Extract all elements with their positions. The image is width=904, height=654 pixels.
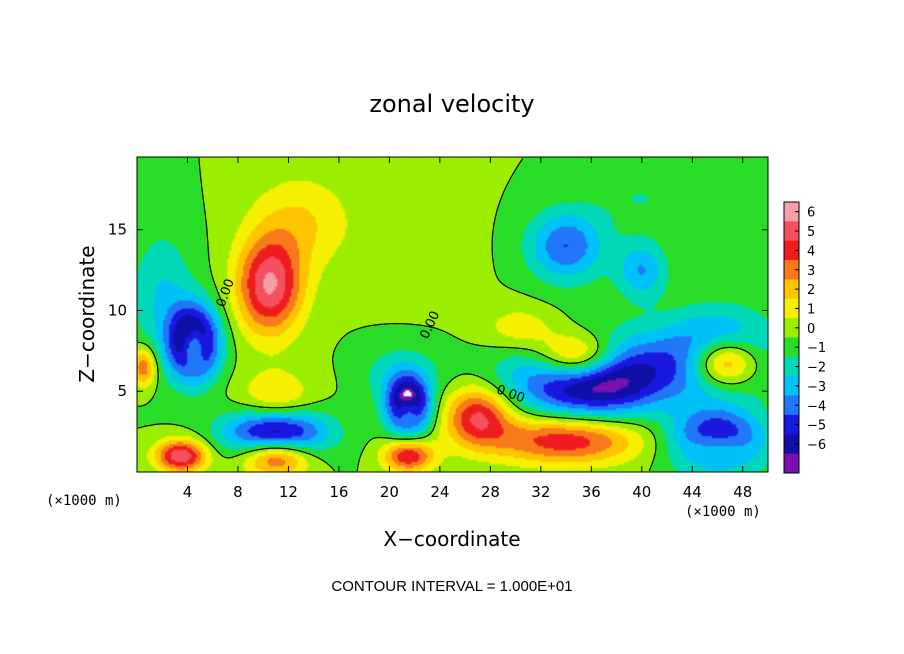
y-tick-label: 15 (108, 221, 127, 239)
colorbar-swatch (784, 434, 799, 455)
x-tick-label: 8 (233, 483, 243, 501)
x-axis-ticks: 4 8 12 16 20 24 28 32 36 40 44 48 (183, 157, 752, 501)
contour-interval-note: CONTOUR INTERVAL = 1.000E+01 (331, 578, 572, 595)
colorbar-tick-label: 1 (807, 302, 815, 317)
colorbar-swatch (784, 356, 799, 377)
x-tick-label: 24 (430, 483, 449, 501)
colorbar-tick-label: −2 (807, 361, 826, 376)
heatmap-field (137, 157, 768, 472)
colorbar-swatch (784, 279, 799, 300)
colorbar: 6 5 4 3 2 1 0 −1 −2 −3 −4 −5 −6 (783, 201, 826, 474)
colorbar-tick-label: −4 (807, 399, 826, 414)
x-tick-label: 36 (582, 483, 601, 501)
x-axis-label: X−coordinate (383, 527, 520, 551)
colorbar-swatch (784, 260, 799, 280)
colorbar-tick-label: 2 (807, 283, 815, 298)
colorbar-tick-label: 3 (807, 264, 815, 279)
colorbar-swatch (784, 318, 799, 338)
x-tick-label: 48 (733, 483, 752, 501)
colorbar-swatch (784, 221, 799, 242)
x-tick-label: 16 (329, 483, 348, 501)
colorbar-swatch (784, 240, 799, 261)
zero-contours (137, 157, 758, 472)
x-unit-right: (×1000 m) (685, 504, 761, 520)
colorbar-swatch (784, 376, 799, 397)
x-tick-label: 20 (380, 483, 399, 501)
colorbar-tick-label: 4 (807, 244, 815, 259)
chart-title: zonal velocity (369, 90, 534, 118)
colorbar-tick-label: 6 (807, 206, 815, 221)
y-axis-label: Z−coordinate (75, 245, 99, 382)
colorbar-swatch (784, 395, 799, 416)
colorbar-swatch (784, 453, 799, 474)
colorbar-tick-label: −5 (807, 419, 826, 434)
zero-contour-line (137, 157, 758, 472)
x-tick-label: 40 (632, 483, 651, 501)
y-axis-ticks: 5 10 15 (108, 221, 768, 400)
x-tick-label: 44 (683, 483, 702, 501)
colorbar-tick-label: 0 (807, 322, 815, 337)
colorbar-swatch (784, 298, 799, 319)
x-tick-label: 12 (279, 483, 298, 501)
colorbar-tick-label: −6 (807, 438, 826, 453)
x-tick-label: 28 (481, 483, 500, 501)
x-tick-label: 32 (531, 483, 550, 501)
colorbar-frame (783, 201, 800, 474)
colorbar-tick-label: −1 (807, 341, 826, 356)
x-unit-left: (×1000 m) (46, 493, 122, 509)
x-tick-label: 4 (183, 483, 193, 501)
colorbar-swatch (784, 337, 799, 358)
colorbar-swatch (784, 414, 799, 435)
y-tick-label: 10 (108, 301, 127, 319)
colorbar-tick-label: 5 (807, 225, 815, 240)
plot-frame (136, 156, 769, 473)
y-tick-label: 5 (117, 382, 127, 400)
heatmap-raster (137, 157, 768, 472)
colorbar-tick-label: −3 (807, 380, 826, 395)
colorbar-swatch (784, 202, 799, 222)
